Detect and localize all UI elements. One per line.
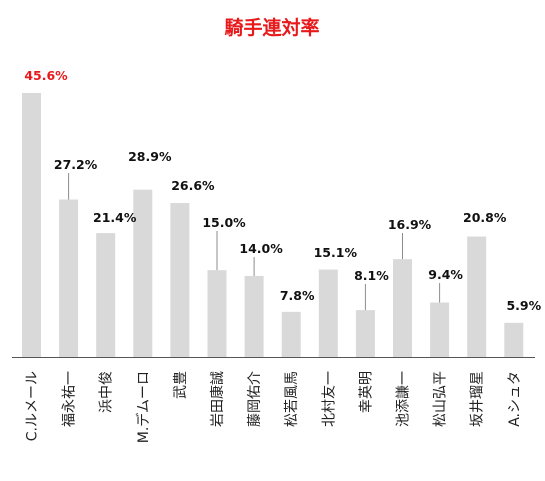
bar-7 — [281, 311, 301, 357]
category-label-0: C.ルメール — [25, 371, 41, 441]
value-label-13: 5.9% — [506, 298, 541, 313]
bar-1 — [59, 199, 79, 357]
bar-6 — [244, 275, 264, 357]
category-label-5: 岩田康誠 — [209, 371, 226, 427]
value-label-4: 26.6% — [171, 178, 215, 193]
value-label-12: 20.8% — [463, 210, 507, 225]
category-label-10: 池添謙一 — [396, 371, 412, 427]
category-label-2: 浜中俊 — [99, 371, 115, 413]
value-label-11: 9.4% — [428, 267, 463, 282]
bar-3 — [133, 189, 153, 357]
category-label-9: 幸英明 — [357, 371, 374, 413]
category-label-3: M.デムーロ — [135, 371, 152, 443]
category-label-7: 松若風馬 — [284, 371, 300, 427]
value-label-5: 15.0% — [202, 215, 246, 230]
leader-lines-group — [68, 173, 441, 311]
bar-5 — [207, 270, 227, 357]
category-labels-group: C.ルメール 福永祐一 浜中俊 M.デムーロ 武豊 岩田康誠 藤岡佑介 松若風馬 北村友一 幸英明… — [25, 371, 523, 443]
value-label-2: 21.4% — [93, 210, 137, 225]
bar-13 — [504, 322, 524, 357]
bar-8 — [318, 269, 338, 357]
bar-10 — [393, 259, 412, 357]
bar-0 — [22, 93, 41, 357]
value-label-6: 14.0% — [239, 241, 283, 256]
value-label-3: 28.9% — [128, 149, 172, 164]
value-label-0: 45.6% — [24, 68, 68, 83]
category-label-1: 福永祐一 — [62, 371, 78, 427]
value-label-9: 8.1% — [354, 268, 389, 283]
value-label-10: 16.9% — [388, 217, 432, 232]
value-label-1: 27.2% — [54, 157, 98, 172]
value-label-8: 15.1% — [314, 245, 358, 260]
category-label-4: 武豊 — [173, 371, 189, 399]
bar-2 — [96, 233, 116, 357]
bar-12 — [467, 236, 487, 357]
category-label-11: 松山弘平 — [433, 371, 449, 427]
bar-4 — [170, 203, 190, 357]
chart-title: 騎手連対率 — [224, 16, 319, 39]
bars-group — [22, 93, 524, 357]
bar-9 — [355, 310, 375, 357]
category-label-8: 北村友一 — [321, 371, 337, 427]
value-label-7: 7.8% — [280, 288, 315, 303]
category-label-12: 坂井瑠星 — [470, 371, 486, 427]
value-labels-group: 45.6% 27.2% 21.4% 28.9% 26.6% 15.0% 14.0% 7.8% 1… — [24, 68, 541, 313]
category-label-13: A.シュタ — [507, 371, 523, 427]
bar-11 — [430, 302, 450, 357]
category-label-6: 藤岡佑介 — [247, 371, 263, 427]
